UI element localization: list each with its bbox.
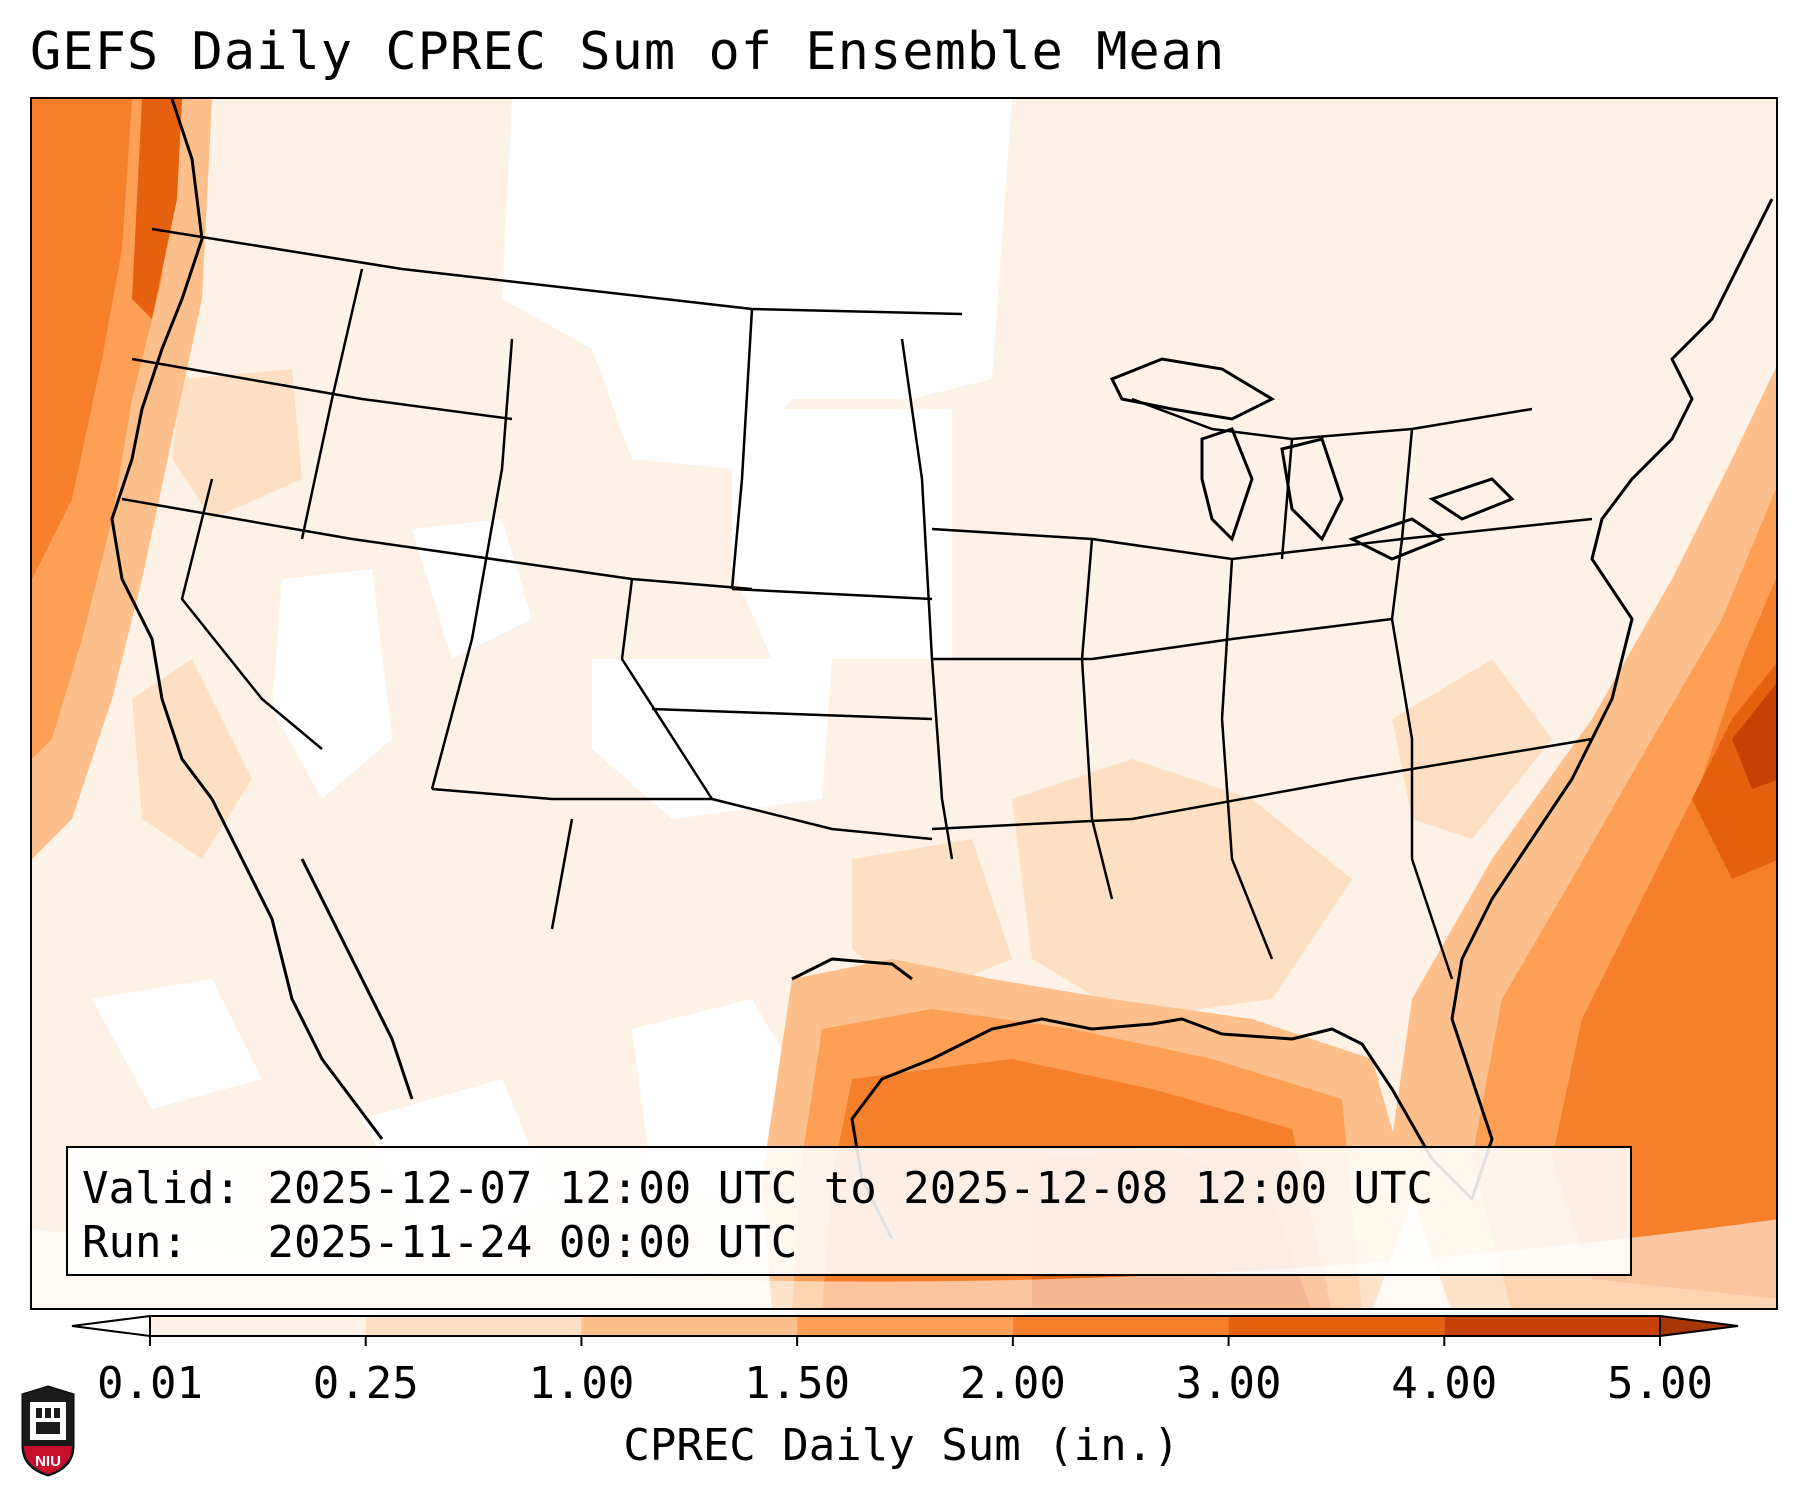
- valid-label: Valid:: [82, 1163, 241, 1214]
- colorbar: [71, 1314, 1739, 1346]
- colorbar-segment: [797, 1316, 1013, 1336]
- valid-run-info-box: Valid: 2025-12-07 12:00 UTC to 2025-12-0…: [66, 1146, 1632, 1276]
- atlantic-precip-area: [1392, 367, 1776, 1308]
- colorbar-tick-label: 1.00: [528, 1358, 635, 1409]
- colorbar-tick-label: 0.25: [312, 1358, 419, 1409]
- colorbar-ticks: [149, 1336, 1661, 1346]
- run-time: 2025-11-24 00:00 UTC: [267, 1217, 798, 1268]
- colorbar-segments: [71, 1314, 1739, 1338]
- colorbar-segment: [581, 1316, 798, 1336]
- great-lakes: [1109, 357, 1515, 561]
- colorbar-tick-label: 2.00: [959, 1358, 1066, 1409]
- run-label: Run:: [82, 1217, 188, 1268]
- colorbar-tick-label: 3.00: [1175, 1358, 1282, 1409]
- state-borders: [121, 227, 1593, 980]
- colorbar-segment: [150, 1316, 366, 1336]
- colorbar-segment: [1228, 1316, 1445, 1336]
- colorbar-outline: [149, 1315, 1661, 1337]
- colorbar-extend-under: [71, 1314, 151, 1338]
- colorbar-tick-label: 1.50: [744, 1358, 851, 1409]
- map-title: GEFS Daily CPREC Sum of Ensemble Mean: [30, 22, 1226, 82]
- niu-logo-text: NIU: [35, 1453, 61, 1470]
- colorbar-segment: [1444, 1316, 1660, 1336]
- colorbar-segment: [1012, 1316, 1229, 1336]
- colorbar-tick-label: 5.00: [1607, 1358, 1713, 1409]
- projection-edge: [32, 1219, 1776, 1308]
- pacific-precip-band: [32, 99, 212, 859]
- valid-time-range: 2025-12-07 12:00 UTC to 2025-12-08 12:00…: [267, 1163, 1434, 1214]
- coastlines: [110, 99, 1774, 1240]
- niu-logo: NIU: [21, 1385, 75, 1477]
- colorbar-tick-label: 4.00: [1391, 1358, 1498, 1409]
- colorbar-extend-over: [1659, 1314, 1739, 1338]
- colorbar-label: CPREC Daily Sum (in.): [623, 1420, 1180, 1471]
- colorbar-segment: [365, 1316, 582, 1336]
- colorbar-tick-label: 0.01: [97, 1358, 203, 1409]
